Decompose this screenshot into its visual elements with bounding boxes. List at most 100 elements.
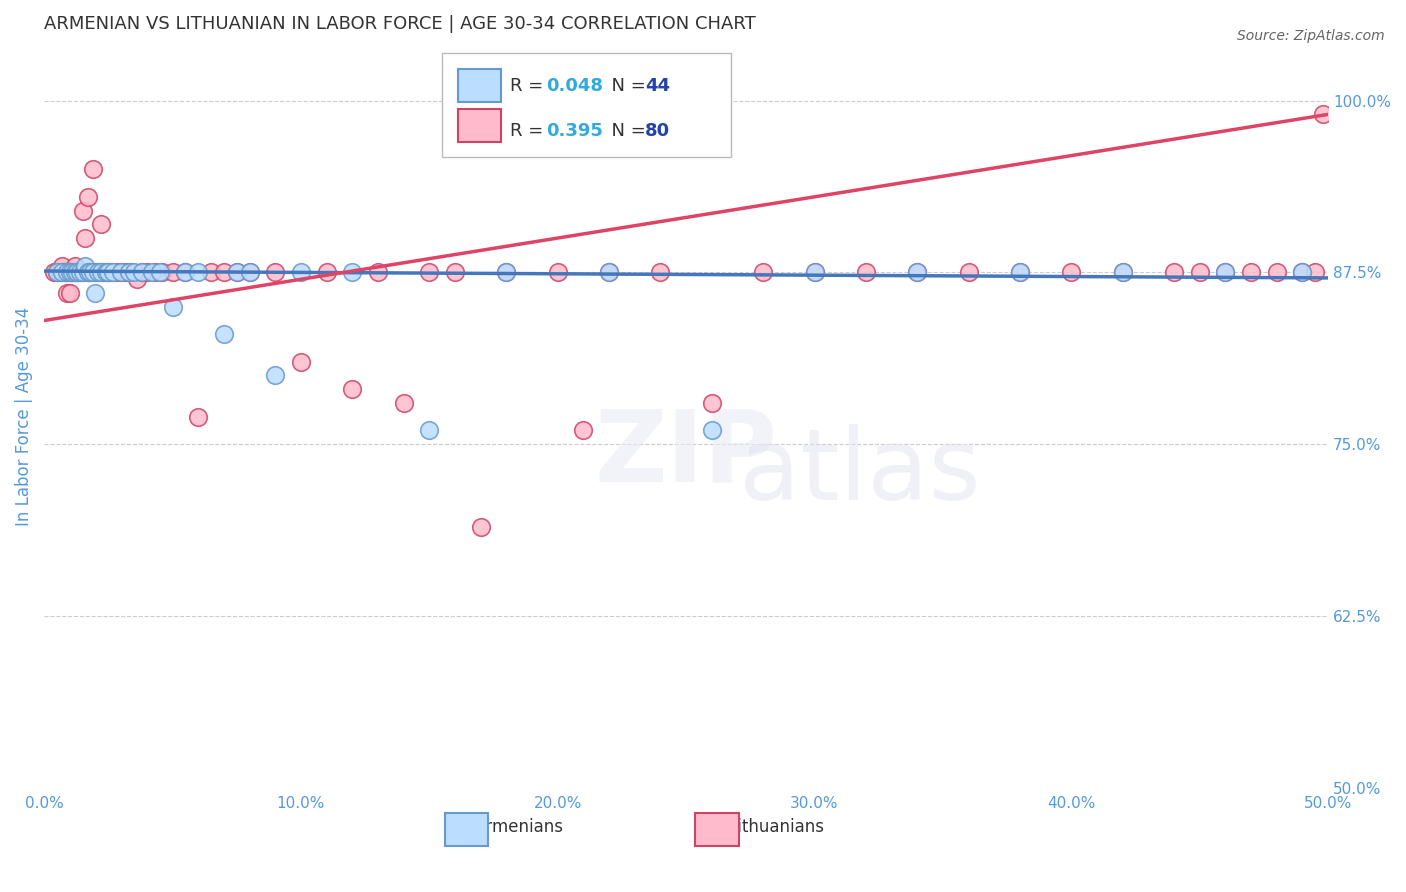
Point (598, 265, 620, 279)
Text: 80: 80 (645, 122, 671, 140)
Point (76, 265, 98, 279)
Text: Source: ZipAtlas.com: Source: ZipAtlas.com (1237, 29, 1385, 43)
Point (131, 265, 153, 279)
Point (187, 265, 209, 279)
Point (59, 265, 82, 279)
Point (76, 190, 98, 204)
Point (82, 265, 104, 279)
Point (367, 265, 389, 279)
Point (700, 396, 723, 410)
Point (120, 265, 142, 279)
Point (342, 382, 364, 396)
Point (700, 424, 723, 438)
Point (103, 265, 125, 279)
Point (125, 272, 148, 286)
Point (59, 286, 82, 301)
Point (290, 355, 312, 369)
Point (51, 259, 73, 273)
Point (212, 265, 235, 279)
Point (56, 286, 79, 301)
Point (149, 265, 172, 279)
Point (84, 265, 107, 279)
Point (60, 265, 83, 279)
Point (174, 265, 197, 279)
Point (118, 265, 141, 279)
Point (91, 265, 114, 279)
Point (69, 265, 91, 279)
Point (392, 396, 415, 410)
FancyBboxPatch shape (695, 813, 738, 846)
Text: 0.395: 0.395 (546, 122, 603, 140)
Point (547, 265, 569, 279)
Point (855, 265, 877, 279)
Point (418, 265, 440, 279)
Text: Lithuanians: Lithuanians (728, 818, 824, 837)
Point (110, 265, 132, 279)
Point (1240, 265, 1263, 279)
Point (79, 265, 101, 279)
Point (495, 265, 517, 279)
Point (75, 259, 97, 273)
Text: 0.048: 0.048 (546, 78, 603, 95)
Text: R =: R = (510, 122, 550, 140)
Point (46, 265, 69, 279)
Text: 44: 44 (645, 78, 671, 95)
Point (66, 265, 89, 279)
Point (46, 265, 69, 279)
Point (150, 265, 173, 279)
Point (72, 203, 94, 218)
Text: ZIP: ZIP (595, 405, 778, 502)
Text: Armenians: Armenians (475, 818, 564, 837)
Point (1163, 265, 1185, 279)
Point (60, 265, 83, 279)
Point (97, 265, 120, 279)
Point (1060, 265, 1083, 279)
Point (803, 265, 825, 279)
Point (905, 265, 928, 279)
Point (957, 265, 980, 279)
Point (1008, 265, 1031, 279)
Point (1215, 265, 1237, 279)
Point (1303, 265, 1326, 279)
Point (264, 368, 287, 383)
Point (650, 265, 672, 279)
Point (225, 265, 247, 279)
Point (1215, 265, 1237, 279)
Point (97, 265, 120, 279)
Point (470, 519, 492, 533)
Y-axis label: In Labor Force | Age 30-34: In Labor Force | Age 30-34 (15, 307, 32, 526)
Point (162, 300, 184, 314)
Point (495, 265, 517, 279)
FancyBboxPatch shape (457, 70, 501, 102)
Point (110, 265, 132, 279)
Point (143, 265, 166, 279)
Point (572, 424, 595, 438)
Point (72, 265, 94, 279)
Point (115, 265, 138, 279)
Text: N =: N = (600, 78, 651, 95)
Point (187, 409, 209, 424)
Point (418, 424, 440, 438)
Point (122, 265, 145, 279)
Point (212, 327, 235, 342)
Point (803, 265, 825, 279)
Text: N =: N = (600, 122, 651, 140)
Point (315, 265, 337, 279)
Point (87, 265, 110, 279)
Point (238, 265, 260, 279)
Point (444, 265, 467, 279)
Point (46, 265, 69, 279)
Point (90, 265, 112, 279)
FancyBboxPatch shape (441, 54, 731, 157)
Point (141, 265, 163, 279)
Point (56, 265, 79, 279)
Point (53, 265, 76, 279)
Point (51, 265, 73, 279)
Point (44, 265, 66, 279)
Point (51, 265, 73, 279)
Point (1291, 265, 1313, 279)
Point (1008, 265, 1031, 279)
Point (238, 265, 260, 279)
Point (200, 265, 222, 279)
Point (72, 265, 94, 279)
